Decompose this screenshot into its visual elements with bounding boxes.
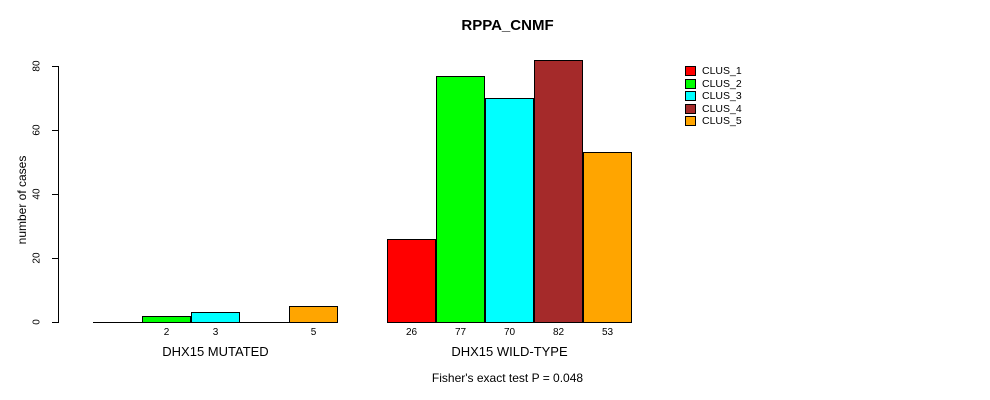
y-axis-tick: [52, 130, 58, 131]
y-axis-tick-label: 20: [31, 252, 43, 264]
legend-label: CLUS_1: [702, 65, 742, 78]
y-axis-tick-label: 60: [31, 124, 43, 136]
bar-clus_4: [534, 60, 583, 323]
bar-clus_1: [387, 239, 436, 323]
bar-clus_4-zero: [240, 322, 290, 323]
bar-value-label: 26: [405, 327, 418, 338]
legend-label: CLUS_5: [702, 115, 742, 128]
legend-label: CLUS_2: [702, 77, 742, 90]
y-axis-tick: [52, 194, 58, 195]
legend-item: CLUS_4: [685, 103, 742, 116]
y-axis-tick-label: 0: [31, 319, 43, 325]
legend-swatch-clus_5: [685, 116, 696, 127]
y-axis-line: [58, 66, 59, 323]
legend-label: CLUS_4: [702, 102, 742, 115]
bar-clus_1-zero: [93, 322, 143, 323]
legend-item: CLUS_2: [685, 78, 742, 91]
legend-swatch-clus_3: [685, 91, 696, 102]
bar-value-label: 3: [212, 327, 219, 338]
legend-item: CLUS_5: [685, 115, 742, 128]
chart-title: RPPA_CNMF: [461, 17, 554, 34]
bar-clus_2: [436, 76, 485, 323]
legend-label: CLUS_3: [702, 90, 742, 103]
y-axis-tick: [52, 66, 58, 67]
legend-item: CLUS_3: [685, 90, 742, 103]
bar-clus_2: [142, 316, 191, 323]
bar-value-label: 53: [601, 327, 614, 338]
legend: CLUS_1 CLUS_2 CLUS_3 CLUS_4 CLUS_5: [685, 65, 742, 128]
y-axis-tick: [52, 258, 58, 259]
fisher-test-annotation: Fisher's exact test P = 0.048: [431, 371, 584, 385]
legend-swatch-clus_4: [685, 103, 696, 114]
group-label: DHX15 WILD-TYPE: [451, 344, 568, 359]
bar-clus_3: [485, 98, 534, 323]
group-label: DHX15 MUTATED: [162, 344, 269, 359]
y-axis-tick: [52, 322, 58, 323]
bar-value-label: 2: [163, 327, 170, 338]
bar-value-label: 77: [454, 327, 467, 338]
bar-clus_5: [289, 306, 338, 323]
bar-clus_3: [191, 312, 240, 323]
bar-value-label: 82: [552, 327, 565, 338]
bar-value-label: 5: [310, 327, 317, 338]
legend-item: CLUS_1: [685, 65, 742, 78]
y-axis-tick-label: 80: [31, 60, 43, 72]
legend-swatch-clus_1: [685, 66, 696, 77]
y-axis-tick-label: 40: [31, 188, 43, 200]
bar-value-label: 70: [503, 327, 516, 338]
legend-swatch-clus_2: [685, 78, 696, 89]
bar-clus_5: [583, 152, 632, 323]
